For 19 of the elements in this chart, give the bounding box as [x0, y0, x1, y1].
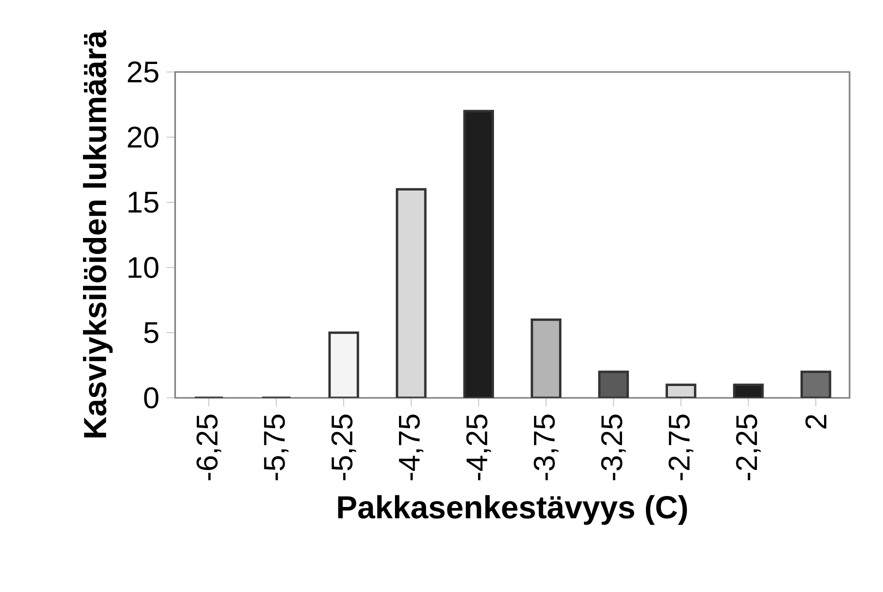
x-tick-label: -3,25 [601, 414, 626, 480]
x-tick-label: -4,75 [398, 414, 424, 480]
y-tick-label: 20 [128, 126, 158, 148]
y-tick-label: 10 [128, 257, 158, 278]
y-tick-label: 5 [144, 322, 158, 344]
x-tick-label: -6,25 [196, 414, 222, 480]
y-tick-label: 0 [144, 387, 158, 409]
bar [800, 370, 832, 398]
y-tick-label: 15 [128, 192, 158, 213]
x-tick-label: -5,75 [264, 414, 288, 480]
y-tick-label: 25 [128, 62, 158, 83]
x-tick-label: -2,75 [668, 414, 694, 480]
x-tick-label: -4,25 [466, 414, 491, 480]
x-tick-label: -3,75 [534, 414, 558, 480]
x-tick-label: -5,25 [331, 414, 356, 480]
x-tick-label: 2 [805, 415, 826, 429]
x-axis-title: Pakkasenkestävyys (C) [338, 495, 687, 526]
y-axis-title: Kasviyksilöiden lukumäärä [82, 30, 113, 438]
x-tick-label: -2,25 [736, 414, 761, 480]
